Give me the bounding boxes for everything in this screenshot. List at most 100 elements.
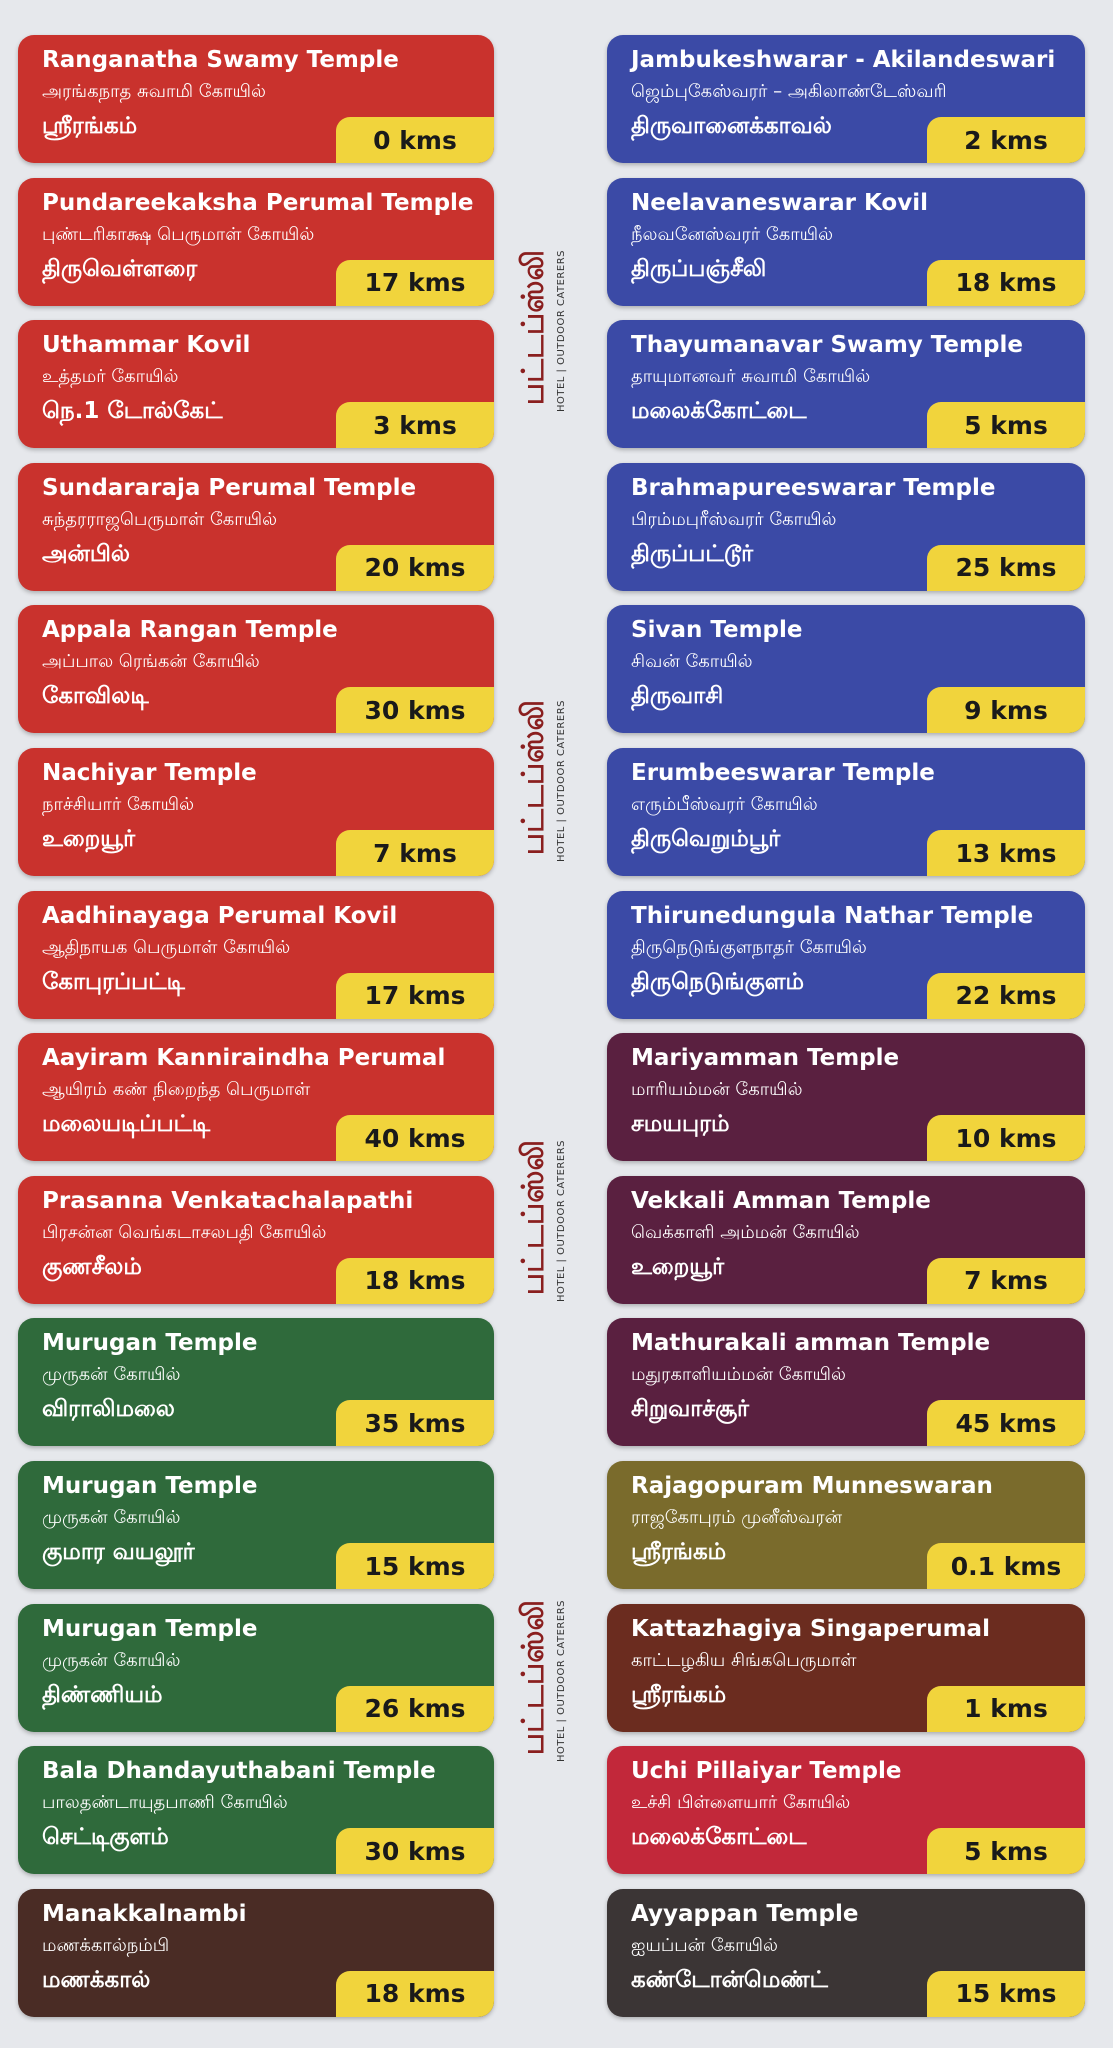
temple-place: சிறுவாச்சூர் (631, 1396, 750, 1423)
temple-card: Sundararaja Perumal Temple சுந்தரராஜபெரும… (18, 462, 494, 591)
temple-name: Vekkali Amman Temple (631, 1187, 931, 1214)
temple-card: Mariyamman Temple மாரியம்மன் கோயில் சமயபுர… (607, 1033, 1085, 1162)
temple-name-tamil: முருகன் கோயில் (42, 1649, 181, 1671)
temple-name: Pundareekaksha Perumal Temple (42, 189, 474, 216)
distance-badge: 17 kms (336, 259, 494, 306)
temple-place: ஸ்ரீரங்கம் (42, 113, 138, 139)
logo-brand: பட்டப்ஸ்லி (516, 250, 551, 406)
temple-place: திண்ணியம் (42, 1681, 163, 1708)
temple-place: சமயபுரம் (631, 1111, 730, 1138)
temple-name: Brahmapureeswarar Temple (631, 474, 996, 501)
temple-card: Ayyappan Temple ஐயப்பன் கோயில் கண்டோன்மெண்… (607, 1888, 1085, 2017)
temple-card: Aayiram Kanniraindha Perumal ஆயிரம் கண் ந… (18, 1033, 494, 1162)
temple-card: Ranganatha Swamy Temple அரங்கநாத சுவாமி க… (18, 35, 494, 163)
distance-badge: 30 kms (336, 687, 494, 734)
distance-badge: 45 kms (927, 1400, 1085, 1447)
temple-name-tamil: உச்சி பிள்ளையார் கோயில் (631, 1792, 851, 1814)
temple-name-tamil: தாயுமானவர் சுவாமி கோயில் (631, 366, 871, 388)
temple-name-tamil: வெக்காளி அம்மன் கோயில் (631, 1221, 860, 1243)
temple-name: Sundararaja Perumal Temple (42, 474, 417, 501)
temple-name: Murugan Temple (42, 1473, 258, 1499)
temple-card: Manakkalnambi மணக்கால்நம்பி மணக்கால் 18 kms (18, 1888, 494, 2017)
temple-name: Murugan Temple (42, 1330, 258, 1357)
temple-place: நெ.1 டோல்கேட் (42, 398, 223, 425)
temple-name-tamil: திருநெடுங்குளநாதர் கோயில் (631, 936, 867, 958)
temple-name: Mariyamman Temple (631, 1045, 900, 1072)
temple-name: Bala Dhandayuthabani Temple (42, 1758, 436, 1785)
distance-badge: 15 kms (927, 1970, 1085, 2017)
distance-badge: 5 kms (927, 1828, 1085, 1875)
temple-name-tamil: உத்தமர் கோயில் (42, 366, 179, 388)
temple-name-tamil: சுந்தரராஜபெருமாள் கோயில் (42, 508, 278, 530)
logo-tagline: HOTEL | OUTDOOR CATERERS (556, 700, 567, 863)
temple-name: Neelavaneswarar Kovil (631, 189, 928, 216)
temple-place: அன்பில் (42, 540, 130, 567)
temple-card: Murugan Temple முருகன் கோயில் விராலிமலை 35 … (18, 1318, 494, 1447)
logo-brand: பட்டப்ஸ்லி (516, 1140, 551, 1296)
distance-badge: 10 kms (927, 1115, 1085, 1162)
temple-card: Appala Rangan Temple அப்பால ரெங்கன் கோயில… (18, 605, 494, 734)
temple-name-tamil: மணக்கால்நம்பி (42, 1934, 170, 1956)
temple-place: கோவிலடி (42, 683, 149, 710)
distance-badge: 15 kms (336, 1543, 494, 1589)
temple-place: திருவானைக்காவல் (631, 113, 832, 139)
temple-name-tamil: மதுரகாளியம்மன் கோயில் (631, 1364, 846, 1386)
logo-brand: பட்டப்ஸ்லி (516, 700, 551, 856)
temple-name: Aayiram Kanniraindha Perumal (42, 1045, 446, 1072)
temple-place: குமார வயலூர் (42, 1539, 195, 1565)
temple-name-tamil: மாரியம்மன் கோயில் (631, 1079, 803, 1101)
temple-name-tamil: ஐயப்பன் கோயில் (631, 1934, 778, 1956)
logo-tagline: HOTEL | OUTDOOR CATERERS (556, 1140, 567, 1303)
temple-name-tamil: ஜெம்புகேஸ்வரர் – அகிலாண்டேஸ்வரி (631, 81, 947, 102)
temple-name: Murugan Temple (42, 1615, 258, 1642)
temple-card: Jambukeshwarar - Akilandeswari ஜெம்புகேஸ்… (607, 35, 1085, 163)
temple-place: திருவாசி (631, 683, 724, 710)
temple-name: Mathurakali amman Temple (631, 1330, 991, 1357)
temple-place: மணக்கால் (42, 1966, 151, 1993)
temple-place: கண்டோன்மெண்ட் (631, 1966, 828, 1993)
temple-card: Pundareekaksha Perumal Temple புண்டரிகாக்… (18, 177, 494, 306)
distance-badge: 0 kms (336, 117, 494, 163)
temple-name-tamil: பிரம்மபுரீஸ்வரர் கோயில் (631, 508, 837, 530)
temple-name-tamil: ராஜகோபுரம் முனீஸ்வரன் (631, 1507, 843, 1528)
logo-tagline: HOTEL | OUTDOOR CATERERS (556, 1600, 567, 1763)
temple-card: Prasanna Venkatachalapathi பிரசன்ன வெங்கட… (18, 1175, 494, 1304)
logo: பட்டப்ஸ்லி HOTEL | OUTDOOR CATERERS (510, 1140, 590, 1320)
temple-card: Bala Dhandayuthabani Temple பாலதண்டாயுதபா… (18, 1746, 494, 1875)
temple-name: Kattazhagiya Singaperumal (631, 1615, 990, 1642)
temple-place: ஸ்ரீரங்கம் (631, 1539, 727, 1565)
distance-badge: 18 kms (927, 259, 1085, 306)
temple-name-tamil: முருகன் கோயில் (42, 1364, 181, 1386)
distance-badge: 20 kms (336, 544, 494, 591)
temple-name: Thayumanavar Swamy Temple (631, 332, 1023, 359)
temple-card: Brahmapureeswarar Temple பிரம்மபுரீஸ்வரர்… (607, 462, 1085, 591)
temple-name-tamil: எரும்பீஸ்வரர் கோயில் (631, 794, 818, 815)
temple-name-tamil: ஆயிரம் கண் நிறைந்த பெருமாள் (42, 1079, 311, 1101)
temple-place: கோபுரப்பட்டி (42, 968, 185, 995)
distance-badge: 17 kms (336, 972, 494, 1019)
temple-place: திருப்பட்டூர் (631, 540, 754, 567)
distance-badge: 25 kms (927, 544, 1085, 591)
distance-badge: 40 kms (336, 1115, 494, 1162)
temple-name: Uthammar Kovil (42, 332, 251, 359)
temple-name: Manakkalnambi (42, 1900, 247, 1927)
temple-card: Rajagopuram Munneswaran ராஜகோபுரம் முனீஸ்… (607, 1461, 1085, 1589)
distance-badge: 26 kms (336, 1685, 494, 1732)
temple-place: மலைக்கோட்டை (631, 398, 807, 425)
temple-name-tamil: நாச்சியார் கோயில் (42, 794, 195, 815)
distance-badge: 7 kms (336, 830, 494, 876)
distance-badge: 18 kms (336, 1970, 494, 2017)
logo: பட்டப்ஸ்லி HOTEL | OUTDOOR CATERERS (510, 700, 590, 880)
temple-card: Uthammar Kovil உத்தமர் கோயில் நெ.1 டோல்கேட… (18, 320, 494, 449)
temple-name-tamil: ஆதிநாயக பெருமாள் கோயில் (42, 936, 291, 958)
distance-badge: 3 kms (336, 402, 494, 449)
distance-badge: 35 kms (336, 1400, 494, 1447)
temple-name: Rajagopuram Munneswaran (631, 1473, 993, 1499)
distance-badge: 7 kms (927, 1257, 1085, 1304)
temple-name-tamil: காட்டழகிய சிங்கபெருமாள் (631, 1649, 857, 1671)
temple-card: Nachiyar Temple நாச்சியார் கோயில் உறையூர் 7… (18, 748, 494, 876)
temple-card: Kattazhagiya Singaperumal காட்டழகிய சிங்க… (607, 1603, 1085, 1732)
distance-badge: 22 kms (927, 972, 1085, 1019)
temple-place: குணசீலம் (42, 1253, 142, 1280)
